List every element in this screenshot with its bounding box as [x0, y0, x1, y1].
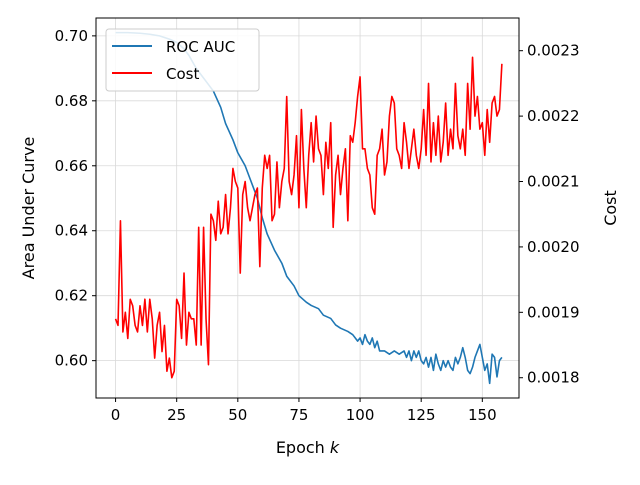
y-left-tick-label: 0.62 — [55, 287, 88, 305]
series-lines — [114, 31, 503, 385]
x-axis-label-text: Epoch — [276, 438, 325, 457]
legend-label-roc-auc: ROC AUC — [166, 38, 235, 56]
x-tick-label: 150 — [468, 406, 497, 424]
y-right-tick-label: 0.0022 — [527, 107, 580, 125]
y-right-tick-label: 0.0018 — [527, 369, 580, 387]
y-right-tick-label: 0.0020 — [527, 238, 580, 256]
x-axis-label: Epoch k — [276, 438, 340, 457]
x-tick-label: 0 — [111, 406, 121, 424]
y-left-tick-label: 0.60 — [55, 352, 88, 370]
y-right-tick-label: 0.0023 — [527, 42, 580, 60]
y-axis-right-label: Cost — [601, 190, 620, 226]
legend-box — [105, 28, 260, 92]
y-left-tick-label: 0.66 — [55, 157, 88, 175]
x-tick-label: 125 — [407, 406, 436, 424]
legend-label-cost: Cost — [166, 65, 199, 83]
y-right-tick-label: 0.0021 — [527, 173, 580, 191]
x-axis-label-variable: k — [330, 438, 340, 457]
x-tick-label: 100 — [346, 406, 375, 424]
plot-frame — [95, 17, 520, 399]
y-axis-left-label: Area Under Curve — [19, 137, 38, 280]
y-right-tick-label: 0.0019 — [527, 303, 580, 321]
y-left-tick-label: 0.68 — [55, 92, 88, 110]
series-line-roc-auc — [115, 31, 503, 385]
y-left-tick-label: 0.70 — [55, 27, 88, 45]
x-tick-label: 25 — [167, 406, 186, 424]
legend: ROC AUC Cost — [105, 28, 260, 92]
axis-ticks: 0 25 50 75 100 125 150 0.60 0.62 0.64 0.66 0.68 0.70… — [55, 27, 580, 424]
y-left-tick-label: 0.64 — [55, 222, 88, 240]
series-line-cost — [114, 56, 503, 379]
x-tick-label: 75 — [289, 406, 308, 424]
x-tick-label: 50 — [228, 406, 247, 424]
